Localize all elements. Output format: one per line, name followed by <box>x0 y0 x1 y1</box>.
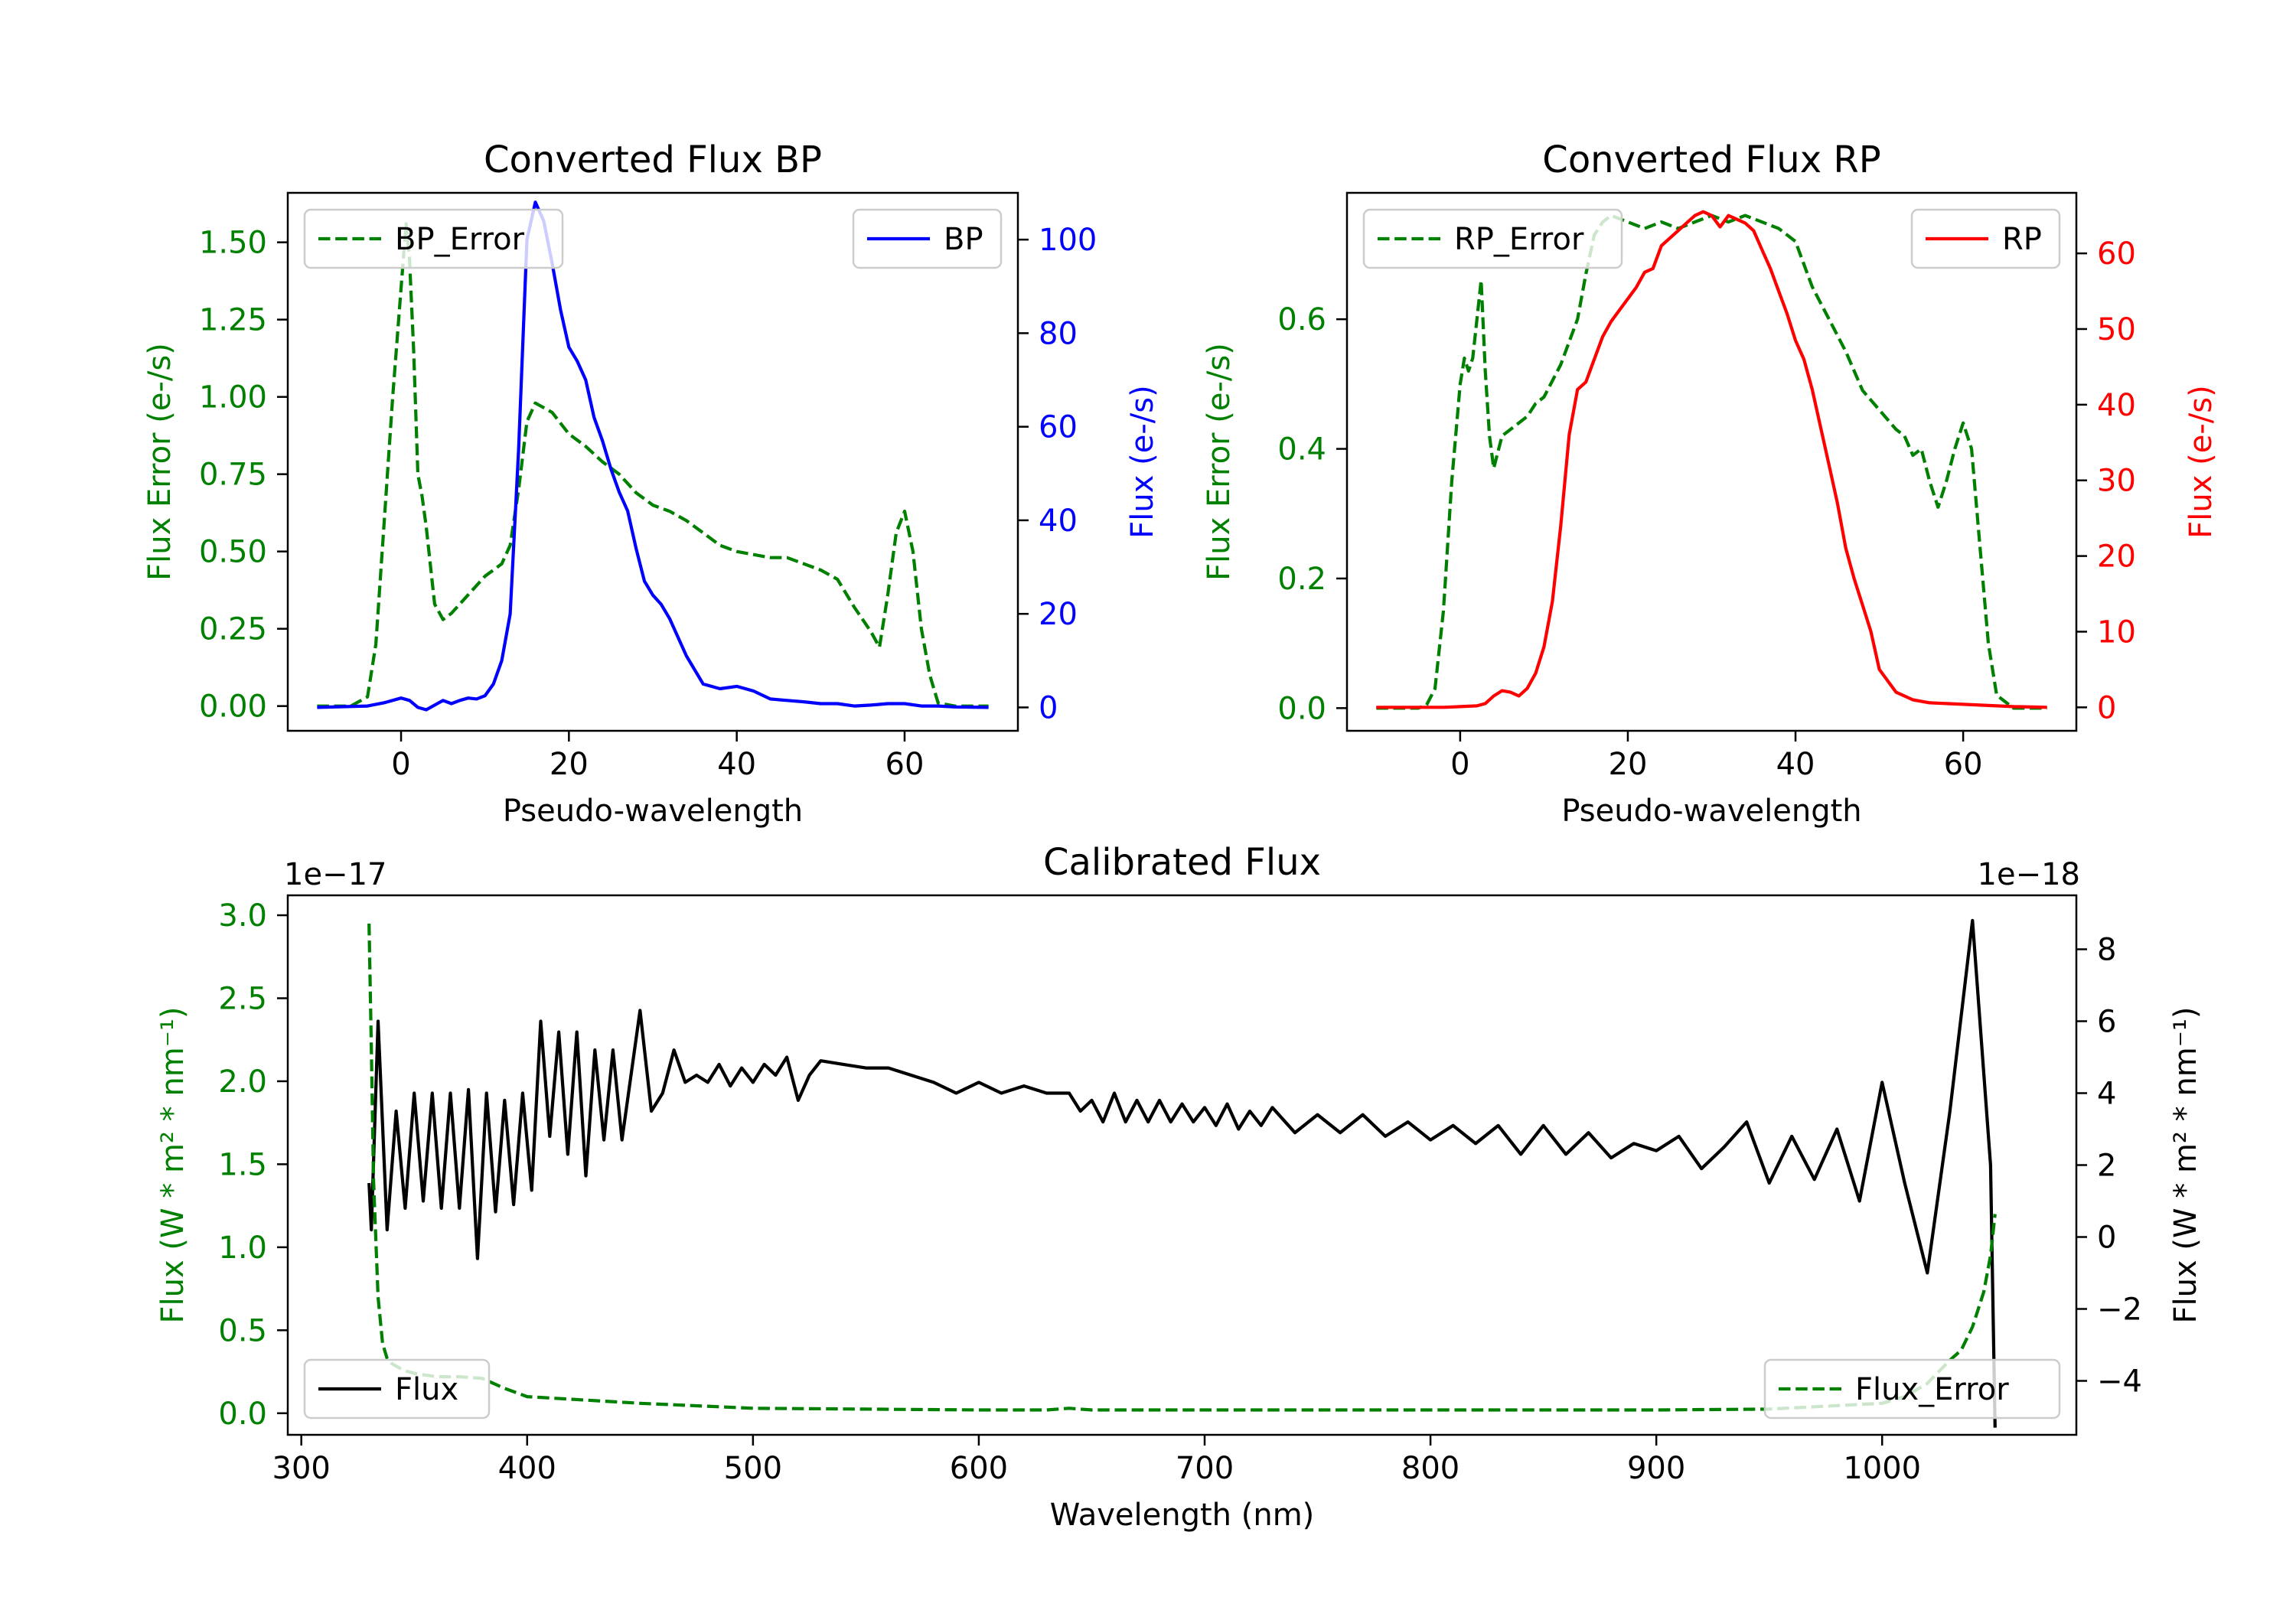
bp-ytick-left-label: 0.50 <box>199 535 267 570</box>
rp-xlabel: Pseudo-wavelength <box>1561 794 1861 829</box>
bp-ytick-left-label: 0.25 <box>199 612 267 647</box>
bp-xtick-label: 60 <box>885 747 925 782</box>
bp-plot-frame <box>286 191 1019 732</box>
rp-series-rp <box>1376 210 2047 709</box>
bp-ytick-right-label: 20 <box>1039 597 1078 632</box>
rp-plot-frame <box>1345 191 2078 732</box>
rp-series-rp-error <box>1376 214 2047 710</box>
cal-ytick-left-label: 0.5 <box>218 1313 267 1348</box>
bp-ytick-left-label: 0.75 <box>199 458 267 493</box>
cal-ytick-right-label: 2 <box>2097 1149 2116 1184</box>
rp-title: Converted Flux RP <box>1542 139 1880 181</box>
cal-ytick-left-label: 2.5 <box>218 981 267 1016</box>
bp-ytick-right-label: 100 <box>1039 223 1097 258</box>
bp-legend-bp-error-label: BP_Error <box>395 222 525 257</box>
rp-ytick-right-label: 30 <box>2097 464 2136 499</box>
bp-xtick-label: 0 <box>391 747 410 782</box>
cal-ytick-left-label: 0.0 <box>218 1397 267 1432</box>
bp-ytick-left-label: 1.50 <box>199 226 267 261</box>
cal-legend-flux-label: Flux <box>395 1372 458 1407</box>
cal-ylabel-right: Flux (W * m² * nm⁻¹) <box>2168 1007 2203 1324</box>
rp-ytick-left-label: 0.2 <box>1277 562 1326 597</box>
cal-ytick-left-label: 3.0 <box>218 898 267 934</box>
rp-legend-rp-error-label: RP_Error <box>1454 222 1584 257</box>
bp-legend-bp-error-box <box>303 208 564 269</box>
bp-series-bp <box>317 200 989 712</box>
cal-ytick-right-label: −4 <box>2097 1364 2142 1400</box>
rp-ylabel-left: Flux Error (e-/s) <box>1202 343 1237 581</box>
rp-ytick-right-label: 40 <box>2097 388 2136 423</box>
cal-xtick-label: 600 <box>950 1451 1008 1486</box>
rp-legend-rp-label: RP <box>2002 222 2042 257</box>
cal-xtick-label: 300 <box>272 1451 331 1486</box>
cal-offset-left: 1e−17 <box>284 857 386 892</box>
cal-xtick-label: 700 <box>1176 1451 1234 1486</box>
bp-title: Converted Flux BP <box>484 139 822 181</box>
cal-xtick-label: 500 <box>724 1451 782 1486</box>
rp-xtick-label: 40 <box>1776 747 1815 782</box>
cal-legend-flux-error-label: Flux_Error <box>1855 1372 2009 1407</box>
rp-ytick-right-label: 50 <box>2097 312 2136 347</box>
cal-legend-flux-box <box>303 1358 491 1420</box>
rp-ytick-right-label: 60 <box>2097 236 2136 272</box>
bp-legend-bp-label: BP <box>944 222 983 257</box>
bp-ytick-right-label: 80 <box>1039 316 1078 351</box>
rp-xtick-label: 20 <box>1609 747 1648 782</box>
cal-offset-right: 1e−18 <box>1978 857 2080 892</box>
cal-xtick-label: 400 <box>498 1451 556 1486</box>
cal-xlabel: Wavelength (nm) <box>1050 1498 1315 1533</box>
cal-ytick-right-label: 4 <box>2097 1077 2116 1112</box>
rp-ytick-right-label: 0 <box>2097 690 2116 725</box>
bp-xtick-label: 20 <box>550 747 589 782</box>
rp-ytick-right-label: 20 <box>2097 539 2136 575</box>
bp-ytick-right-label: 40 <box>1039 504 1078 539</box>
rp-ytick-left-label: 0.4 <box>1277 432 1326 468</box>
rp-ylabel-right: Flux (e-/s) <box>2183 385 2219 538</box>
cal-ytick-left-label: 2.0 <box>218 1064 267 1100</box>
rp-legend-rp-error-box <box>1362 208 1623 269</box>
cal-xtick-label: 900 <box>1627 1451 1685 1486</box>
cal-title: Calibrated Flux <box>1043 841 1321 884</box>
cal-ytick-right-label: 6 <box>2097 1005 2116 1040</box>
bp-xtick-label: 40 <box>717 747 756 782</box>
bp-ytick-right-label: 60 <box>1039 410 1078 445</box>
cal-ytick-right-label: −2 <box>2097 1292 2142 1328</box>
rp-ytick-left-label: 0.6 <box>1277 302 1326 337</box>
bp-ytick-left-label: 1.00 <box>199 380 267 416</box>
bp-ylabel-left: Flux Error (e-/s) <box>142 343 178 581</box>
cal-ytick-left-label: 1.0 <box>218 1231 267 1266</box>
cal-xtick-label: 1000 <box>1843 1451 1921 1486</box>
bp-ylabel-right: Flux (e-/s) <box>1125 385 1160 538</box>
cal-series-flux-error <box>367 923 1997 1412</box>
bp-series-bp-error <box>317 222 989 708</box>
bp-ytick-left-label: 1.25 <box>199 303 267 338</box>
cal-ytick-right-label: 8 <box>2097 933 2116 968</box>
bp-xlabel: Pseudo-wavelength <box>503 794 803 829</box>
bp-ytick-right-label: 0 <box>1039 690 1058 725</box>
cal-ytick-left-label: 1.5 <box>218 1147 267 1182</box>
bp-ytick-left-label: 0.00 <box>199 689 267 725</box>
cal-ytick-right-label: 0 <box>2097 1221 2116 1256</box>
rp-xtick-label: 0 <box>1450 747 1469 782</box>
rp-ytick-right-label: 10 <box>2097 614 2136 650</box>
cal-series-flux <box>367 918 1997 1428</box>
cal-legend-flux-error-box <box>1763 1358 2061 1420</box>
rp-ytick-left-label: 0.0 <box>1277 691 1326 726</box>
rp-xtick-label: 60 <box>1944 747 1983 782</box>
cal-xtick-label: 800 <box>1401 1451 1459 1486</box>
cal-ylabel-left: Flux (W * m² * nm⁻¹) <box>155 1007 191 1324</box>
